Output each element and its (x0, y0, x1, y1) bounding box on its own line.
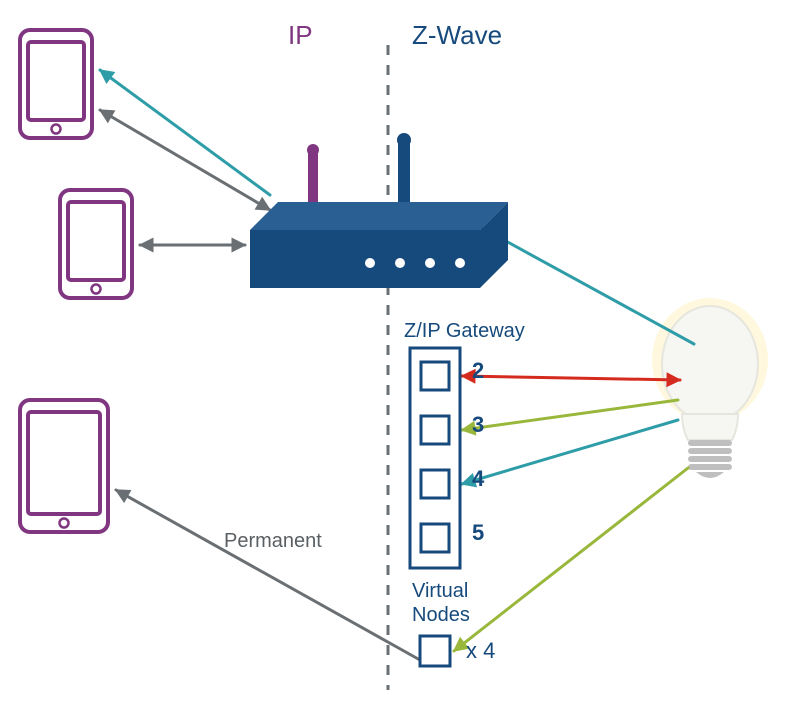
label-x4: x 4 (466, 638, 495, 664)
label-nodes: Nodes (412, 604, 470, 627)
arrow-0 (100, 70, 270, 195)
vnode-slot-0 (421, 362, 449, 390)
label-n3: 3 (472, 412, 484, 438)
arrow-1 (100, 110, 270, 210)
vnode-slot-1 (421, 416, 449, 444)
phone-icon-1 (60, 190, 132, 298)
diagram-stage: IP Z-Wave Z/IP Gateway Permanent VirtualNode… (0, 0, 795, 708)
label-permanent: Permanent (224, 530, 322, 553)
arrow-5 (462, 376, 680, 380)
bottom-vnode-square (420, 636, 450, 666)
label-virtual: Virtual (412, 580, 468, 603)
arrow-8 (454, 468, 688, 651)
arrow-3 (116, 490, 420, 660)
router-icon (250, 133, 508, 288)
bulb-icon (652, 298, 768, 478)
arrow-6 (462, 400, 678, 430)
diagram-svg (0, 0, 795, 708)
label-n5: 5 (472, 520, 484, 546)
label-n2: 2 (472, 358, 484, 384)
vnode-slot-2 (421, 470, 449, 498)
arrow-7 (462, 420, 678, 484)
phone-icon-0 (20, 30, 92, 138)
label-zwave: Z-Wave (412, 20, 502, 51)
phone-icon-2 (20, 400, 108, 532)
label-zip: Z/IP Gateway (404, 320, 525, 343)
virtual-nodes-panel (410, 348, 460, 568)
vnode-slot-3 (421, 524, 449, 552)
label-ip: IP (288, 20, 313, 51)
label-n4: 4 (472, 466, 484, 492)
